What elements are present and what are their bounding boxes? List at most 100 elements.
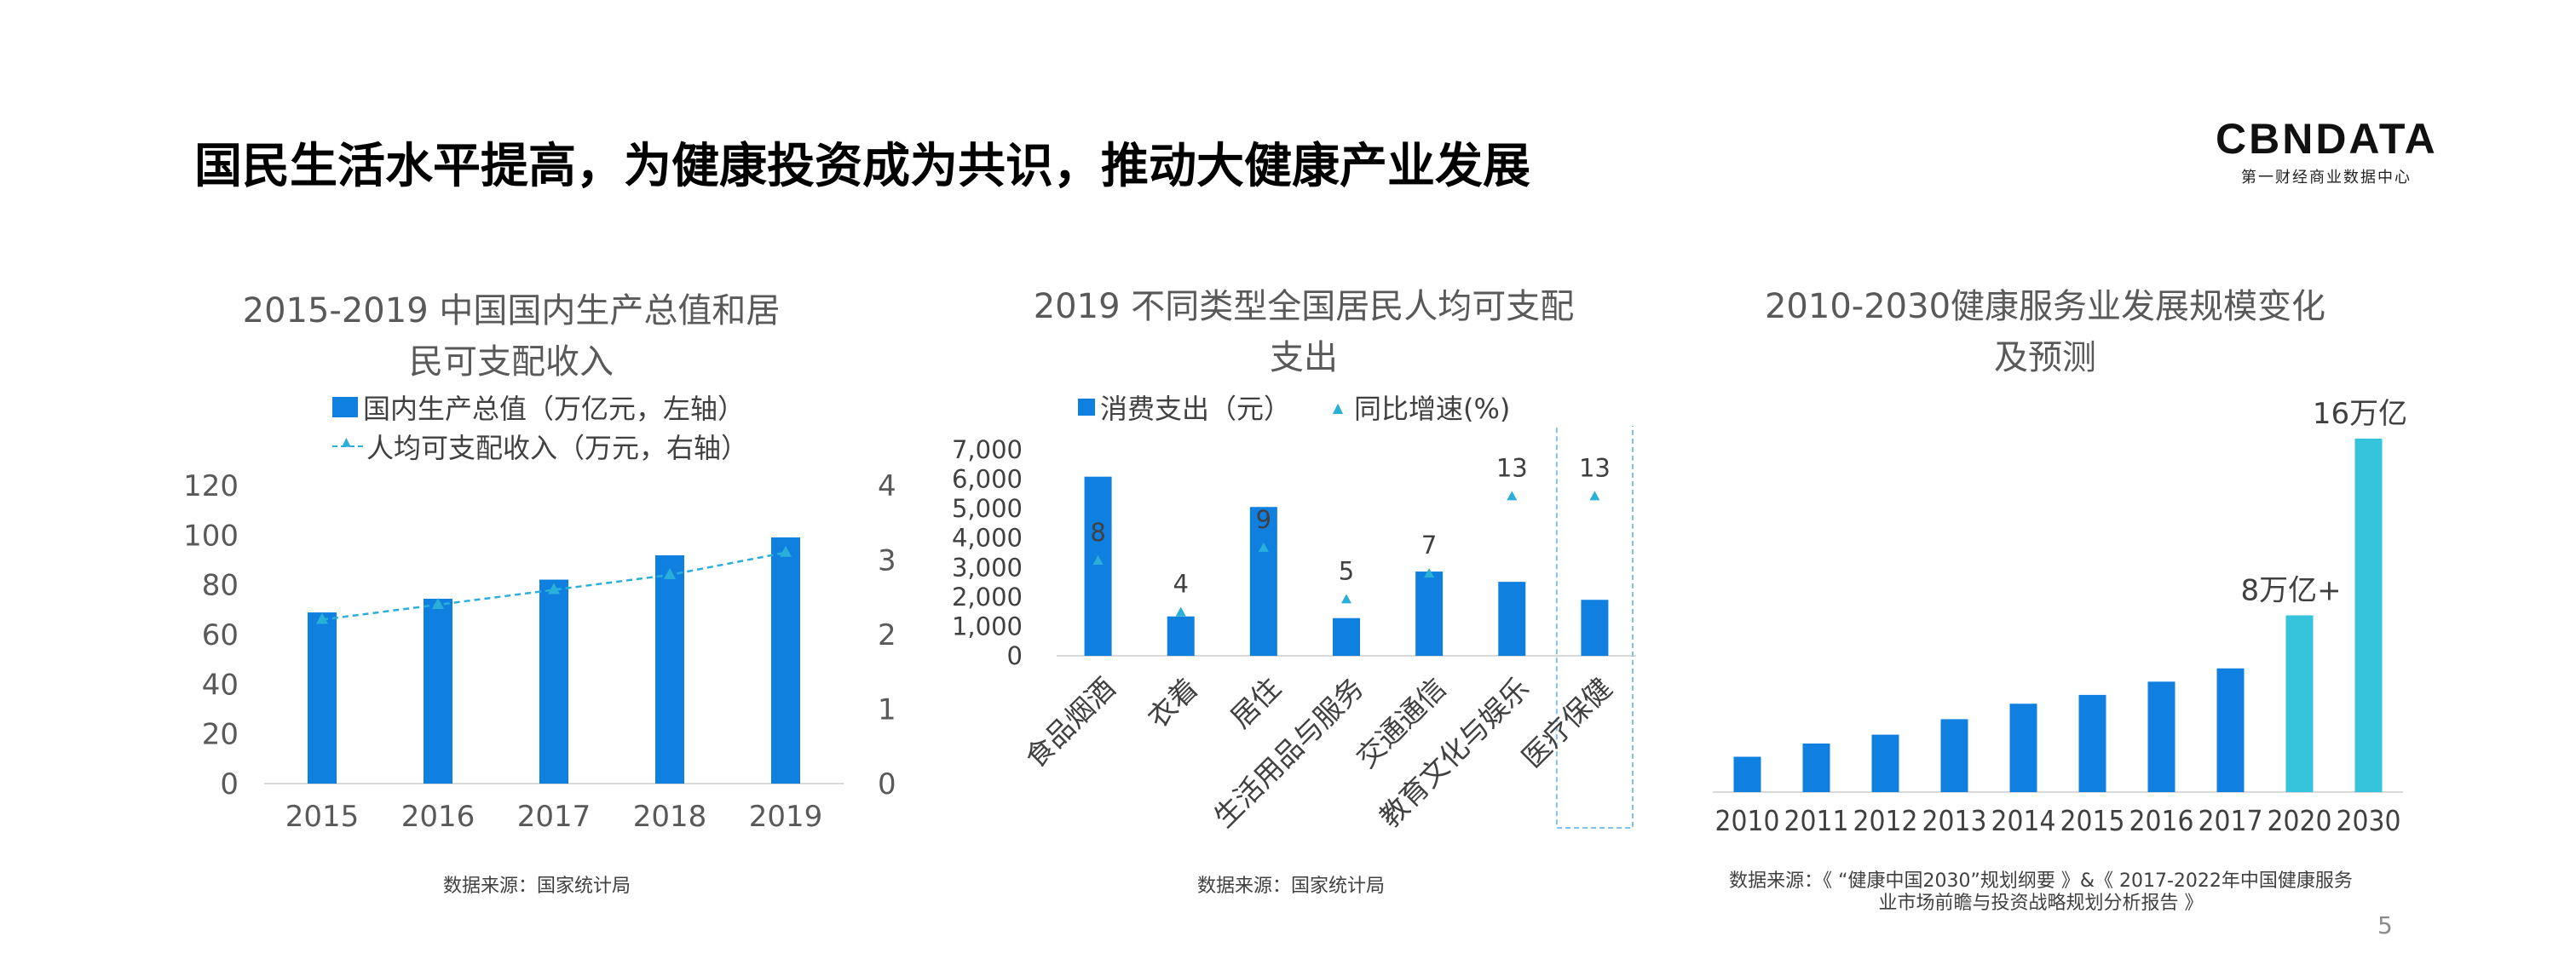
gdp-bar (424, 599, 452, 784)
market-size-bar (2078, 694, 2106, 792)
x-tick-label: 医疗保健 (1515, 671, 1618, 774)
market-size-bar (1733, 756, 1761, 792)
highlight-box (1555, 426, 1634, 829)
y-left-tick-label: 80 (202, 569, 239, 603)
income-point (780, 545, 792, 557)
x-tick-label: 2016 (401, 800, 475, 834)
bar-swatch (332, 397, 358, 417)
x-tick-label: 2030 (2337, 804, 2401, 837)
spending-bar (1333, 617, 1360, 656)
page-number: 5 (2377, 911, 2393, 939)
x-tick-label: 2011 (1784, 804, 1849, 837)
y-tick-label: 7,000 (952, 435, 1023, 464)
income-point (548, 583, 560, 595)
y-tick-label: 2,000 (952, 583, 1023, 612)
market-size-bar (1940, 719, 1968, 792)
x-tick-label: 衣着 (1141, 671, 1204, 734)
chart3-source: 数据来源：《 “健康中国2030”规划纲要 》&《 2017-2022年中国健康… (1649, 870, 2433, 915)
y-right-tick-label: 2 (878, 618, 896, 652)
x-tick-label: 2014 (1991, 804, 2056, 837)
y-left-tick-label: 40 (202, 668, 239, 702)
spending-bar (1167, 616, 1195, 656)
growth-point (1589, 491, 1600, 501)
value-annotation: 8万亿+ (2240, 574, 2341, 608)
chart2-title-line2: 支出 (1270, 338, 1338, 377)
y-tick-label: 1,000 (952, 612, 1023, 640)
growth-label: 13 (1496, 453, 1528, 482)
chart3-title: 2010-2030健康服务业发展规模变化 及预测 (1704, 281, 2386, 383)
x-tick-label: 生活用品与服务 (1207, 671, 1370, 834)
market-size-bar (2216, 668, 2245, 792)
income-point (432, 598, 444, 609)
y-right-tick-label: 1 (878, 693, 896, 727)
chart2-legend-row: 消费支出（元） ▲ 同比增速(%) (1078, 388, 1510, 427)
y-left-tick-label: 0 (220, 767, 239, 801)
chart1-title: 2015-2019 中国国内生产总值和居 民可支配收入 (187, 285, 835, 388)
chart2-source: 数据来源：国家统计局 (1196, 876, 1385, 897)
x-tick-label: 2020 (2268, 804, 2332, 837)
chart1-legend: 国内生产总值（万亿元，左轴） 人均可支配收入（万元，右轴） (332, 388, 748, 466)
market-size-bar (1871, 734, 1899, 792)
spending-bar (1415, 572, 1444, 656)
growth-point (1175, 606, 1186, 617)
growth-point (1092, 555, 1104, 565)
growth-label: 5 (1339, 556, 1354, 585)
x-tick-label: 2013 (1922, 804, 1987, 837)
income-point (316, 612, 328, 624)
y-right-tick-label: 4 (878, 469, 896, 503)
chart1-plot: 0 20 40 60 80 100 120 0 1 2 3 4 2015 2016 2017 2018 2019 (183, 469, 896, 834)
spending-bar (1084, 476, 1112, 656)
page-title: 国民生活水平提高，为健康投资成为共识，推动大健康产业发展 (194, 139, 1530, 194)
growth-label: 9 (1256, 505, 1271, 534)
logo-wordmark: CBNDATA (2216, 115, 2438, 163)
y-tick-label: 5,000 (952, 494, 1023, 523)
x-tick-label: 2015 (285, 800, 360, 834)
spending-bar (1249, 507, 1277, 656)
y-left-tick-label: 60 (202, 618, 239, 652)
x-tick-label: 2010 (1715, 804, 1780, 837)
chart1-source: 数据来源：国家统计局 (442, 876, 631, 897)
y-left-tick-label: 20 (202, 718, 239, 752)
market-size-bar (1802, 743, 1830, 792)
income-point (664, 568, 676, 579)
triangle-marker-icon: ▲ (1332, 399, 1344, 416)
y-left-tick-label: 100 (183, 519, 239, 553)
chart2-legend-point-label: 同比增速(%) (1354, 393, 1511, 425)
chart3-source-line2: 业市场前瞻与投资战略规划分析报告 》 (1878, 893, 2204, 914)
x-tick-label: 居住 (1224, 671, 1287, 734)
chart3-title-line2: 及预测 (1994, 338, 2096, 377)
y-right-tick-label: 3 (878, 544, 896, 578)
chart2-legend-bar-label: 消费支出（元） (1100, 393, 1292, 425)
chart2-title-line1: 2019 不同类型全国居民人均可支配 (1033, 287, 1575, 326)
growth-point (1258, 542, 1269, 552)
y-right-tick-label: 0 (878, 767, 896, 801)
chart1-title-line2: 民可支配收入 (409, 342, 614, 382)
y-tick-label: 0 (1007, 641, 1023, 670)
x-tick-label: 2019 (749, 800, 823, 834)
bar-swatch (1078, 399, 1095, 416)
x-tick-label: 2016 (2129, 804, 2194, 837)
growth-point (1341, 594, 1351, 604)
x-tick-label: 2017 (2199, 804, 2263, 837)
line-marker-swatch (332, 435, 363, 457)
market-size-bar (2009, 704, 2037, 792)
y-tick-label: 6,000 (952, 465, 1023, 494)
gdp-bar (655, 554, 684, 784)
y-tick-label: 4,000 (952, 524, 1023, 553)
cbndata-logo: CBNDATA 第一财经商业数据中心 (2216, 116, 2437, 187)
logo-subtitle: 第一财经商业数据中心 (2241, 169, 2412, 187)
chart2-title: 2019 不同类型全国居民人均可支配 支出 (980, 281, 1628, 383)
market-size-bar (2147, 681, 2175, 792)
chart3-source-line1: 数据来源：《 “健康中国2030”规划纲要 》&《 2017-2022年中国健康… (1729, 870, 2353, 892)
gdp-bar (539, 579, 568, 784)
growth-point (1507, 491, 1518, 501)
chart1-title-line1: 2015-2019 中国国内生产总值和居 (242, 291, 781, 330)
growth-label: 13 (1579, 453, 1611, 482)
y-tick-label: 3,000 (952, 553, 1023, 582)
spending-bar (1581, 600, 1609, 656)
growth-point (1424, 568, 1435, 578)
chart3-title-line1: 2010-2030健康服务业发展规模变化 (1764, 287, 2326, 326)
chart1-legend-bar: 国内生产总值（万亿元，左轴） (332, 388, 748, 427)
gdp-bar (771, 537, 800, 784)
x-tick-label: 2018 (633, 800, 707, 834)
